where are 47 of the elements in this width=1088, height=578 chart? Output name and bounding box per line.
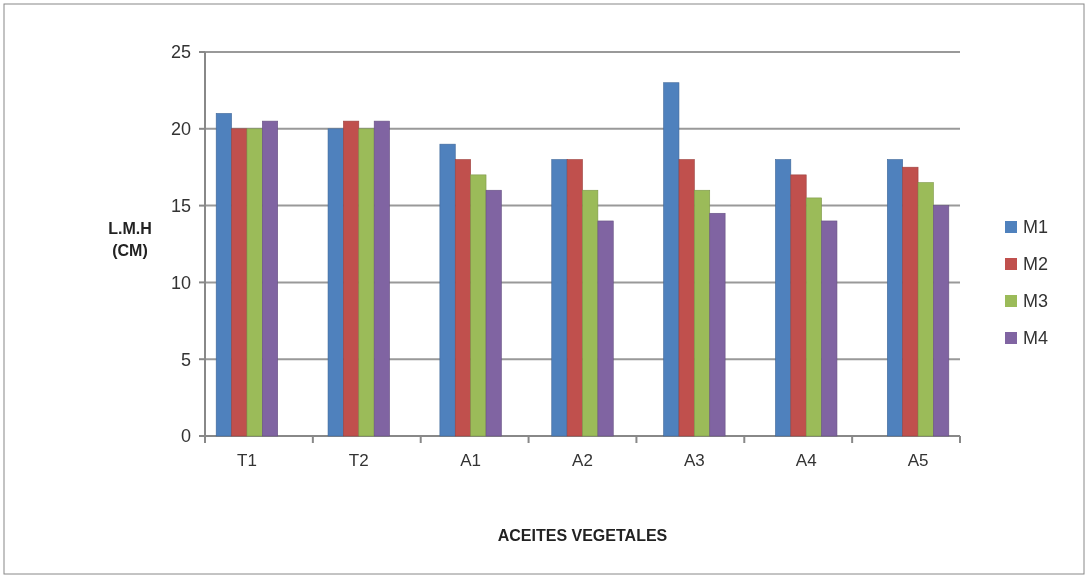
- legend-label: M1: [1023, 217, 1049, 238]
- x-tick-label: A4: [795, 451, 817, 470]
- bar: [663, 82, 680, 437]
- bar: [231, 128, 248, 437]
- x-tick-label: A1: [460, 451, 482, 470]
- bar: [790, 174, 807, 437]
- bar: [775, 159, 792, 437]
- legend-label: M3: [1023, 291, 1049, 312]
- x-tick-label: A5: [907, 451, 929, 470]
- y-tick-label: 0: [180, 426, 191, 447]
- bar: [709, 212, 726, 437]
- x-tick-label: A2: [572, 451, 593, 470]
- y-tick-label: 20: [170, 119, 191, 140]
- bar: [902, 166, 919, 437]
- y-tick-label: 5: [180, 349, 191, 370]
- bar: [805, 197, 822, 437]
- bar: [327, 128, 344, 437]
- y-tick-label: 10: [170, 272, 191, 293]
- legend-label: M2: [1023, 254, 1049, 275]
- x-tick-label: T1: [237, 451, 257, 470]
- bar: [343, 120, 360, 437]
- bar: [678, 159, 695, 437]
- y-tick-label: 25: [170, 42, 191, 63]
- bar: [215, 113, 232, 437]
- y-axis-title: L.M.H (CM): [108, 220, 152, 259]
- bar: [470, 174, 487, 437]
- bar: [358, 128, 375, 437]
- bar: [597, 220, 614, 437]
- bar: [582, 189, 599, 437]
- x-tick-label: T2: [348, 451, 369, 470]
- bar: [551, 159, 568, 437]
- bar: [566, 159, 583, 437]
- x-tick-label: A3: [683, 451, 705, 470]
- bar: [373, 120, 390, 437]
- bar: [262, 120, 278, 437]
- bar: [694, 189, 711, 437]
- bar: [485, 189, 502, 437]
- bar: [439, 143, 456, 437]
- bar: [454, 159, 471, 437]
- bar: [821, 220, 838, 437]
- bar: [933, 205, 950, 437]
- bar: [917, 182, 934, 437]
- bar: [246, 128, 263, 437]
- bar: [887, 159, 903, 437]
- y-tick-label: 15: [170, 195, 191, 216]
- x-axis-title: ACEITES VEGETALES: [497, 527, 668, 544]
- legend-label: M4: [1023, 328, 1049, 349]
